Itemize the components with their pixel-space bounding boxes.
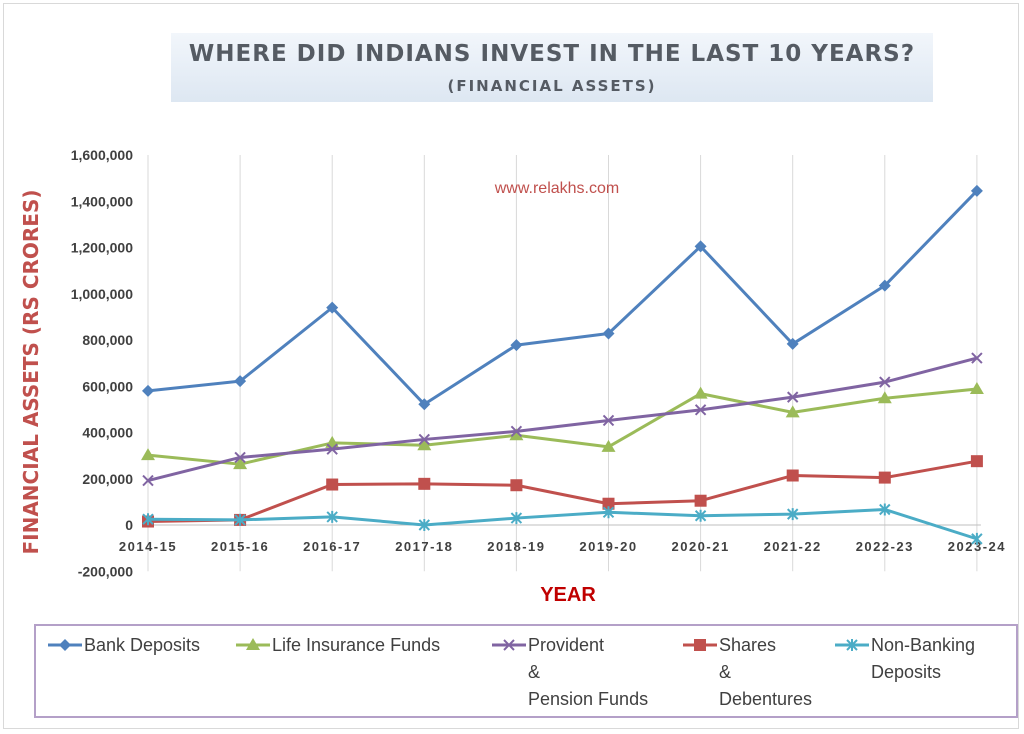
data-point — [326, 478, 339, 491]
data-point — [694, 240, 707, 253]
legend-item: Shares & Debentures — [681, 632, 812, 713]
data-point — [509, 428, 524, 441]
legend-symbol — [835, 639, 869, 651]
chart-area — [3, 3, 1019, 729]
series-line-0 — [147, 189, 978, 406]
x-tick-label: 2022-23 — [856, 539, 914, 554]
data-point — [602, 327, 615, 340]
legend-symbol — [492, 639, 526, 651]
legend-symbol — [683, 639, 717, 651]
legend-label: Provident & Pension Funds — [528, 635, 649, 709]
data-point — [142, 513, 154, 526]
data-point — [786, 391, 799, 403]
data-point — [878, 279, 891, 292]
legend-label: Shares & Debentures — [719, 635, 813, 709]
data-point — [969, 382, 984, 395]
watermark: www.relakhs.com — [494, 180, 619, 197]
y-axis-title: FINANCIAL ASSETS (RS CRORES) — [19, 189, 43, 554]
data-point — [879, 376, 891, 388]
y-tick-label: -200,000 — [78, 563, 133, 579]
x-tick-label: 2016-17 — [303, 539, 361, 554]
data-point — [601, 439, 616, 452]
data-point — [971, 352, 983, 364]
data-point — [602, 414, 615, 427]
y-tick-label: 1,000,000 — [71, 286, 133, 302]
x-tick-label: 2021-22 — [764, 539, 822, 554]
legend-symbol — [236, 638, 270, 650]
legend-item: Bank Deposits — [46, 632, 200, 659]
data-point — [786, 469, 799, 482]
x-tick-label: 2018-19 — [487, 539, 545, 554]
data-point — [602, 497, 615, 510]
y-tick-label: 1,600,000 — [71, 147, 133, 163]
data-point — [877, 391, 892, 404]
data-point — [878, 471, 891, 484]
legend-symbol — [48, 639, 82, 651]
y-tick-label: 1,400,000 — [71, 193, 133, 209]
data-point — [417, 438, 432, 451]
data-point — [233, 457, 248, 470]
data-point — [234, 451, 246, 464]
data-point — [694, 494, 707, 507]
data-point — [326, 443, 338, 455]
x-tick-label: 2023-24 — [948, 539, 1006, 554]
data-point — [970, 455, 983, 468]
y-tick-label: 600,000 — [82, 378, 133, 394]
data-point — [786, 508, 799, 521]
data-point — [234, 375, 247, 388]
data-point — [970, 184, 983, 197]
data-point — [142, 384, 154, 397]
data-point — [418, 433, 431, 446]
y-tick-label: 800,000 — [82, 332, 133, 348]
legend-label: Life Insurance Funds — [272, 635, 441, 655]
data-point — [510, 479, 523, 492]
data-point — [971, 532, 983, 545]
data-point — [142, 474, 154, 487]
data-point — [326, 510, 338, 523]
data-point — [326, 301, 339, 314]
line-chart: -200,000 0 200,000 400,000 600,000 800,000 1,0… — [19, 147, 1006, 606]
data-point — [786, 337, 799, 350]
data-point — [694, 404, 707, 416]
series-line-2 — [147, 356, 978, 483]
series-line-3 — [147, 459, 978, 524]
data-point — [879, 503, 891, 516]
series-line-4 — [147, 508, 978, 541]
y-tick-label: 200,000 — [82, 471, 133, 487]
legend-label: Non-Banking Deposits — [871, 635, 976, 682]
data-point — [510, 339, 523, 352]
title-banner: WHERE DID INDIANS INVEST IN THE LAST 10 … — [171, 33, 933, 102]
data-point — [510, 512, 523, 525]
y-tick-label: 400,000 — [82, 425, 133, 441]
data-point — [234, 513, 246, 526]
y-tick-label: 0 — [125, 517, 133, 533]
chart-title: WHERE DID INDIANS INVEST IN THE LAST 10 … — [188, 41, 916, 67]
data-point — [785, 405, 800, 418]
data-point — [602, 506, 615, 519]
chart-subtitle: (FINANCIAL ASSETS) — [447, 77, 657, 95]
x-tick-label: 2014-15 — [119, 539, 177, 554]
data-point — [418, 477, 431, 490]
legend-item: Life Insurance Funds — [234, 632, 440, 659]
y-tick-label: 1,200,000 — [71, 240, 133, 256]
data-point — [510, 425, 523, 438]
data-point — [693, 386, 708, 399]
data-point — [141, 448, 155, 461]
x-tick-label: 2019-20 — [579, 539, 637, 554]
data-point — [694, 509, 707, 522]
x-tick-label: 2015-16 — [211, 539, 269, 554]
data-point — [418, 398, 431, 411]
x-tick-label: 2020-21 — [671, 539, 729, 554]
legend-item: Provident & Pension Funds — [490, 632, 648, 713]
legend-label: Bank Deposits — [84, 635, 201, 655]
legend-item: Non-Banking Deposits — [833, 632, 975, 686]
data-point — [418, 519, 431, 531]
x-tick-label: 2017-18 — [395, 539, 453, 554]
legend: Bank Deposits Life Insurance Funds Provide… — [34, 624, 1018, 718]
x-axis-title: YEAR — [540, 584, 596, 606]
